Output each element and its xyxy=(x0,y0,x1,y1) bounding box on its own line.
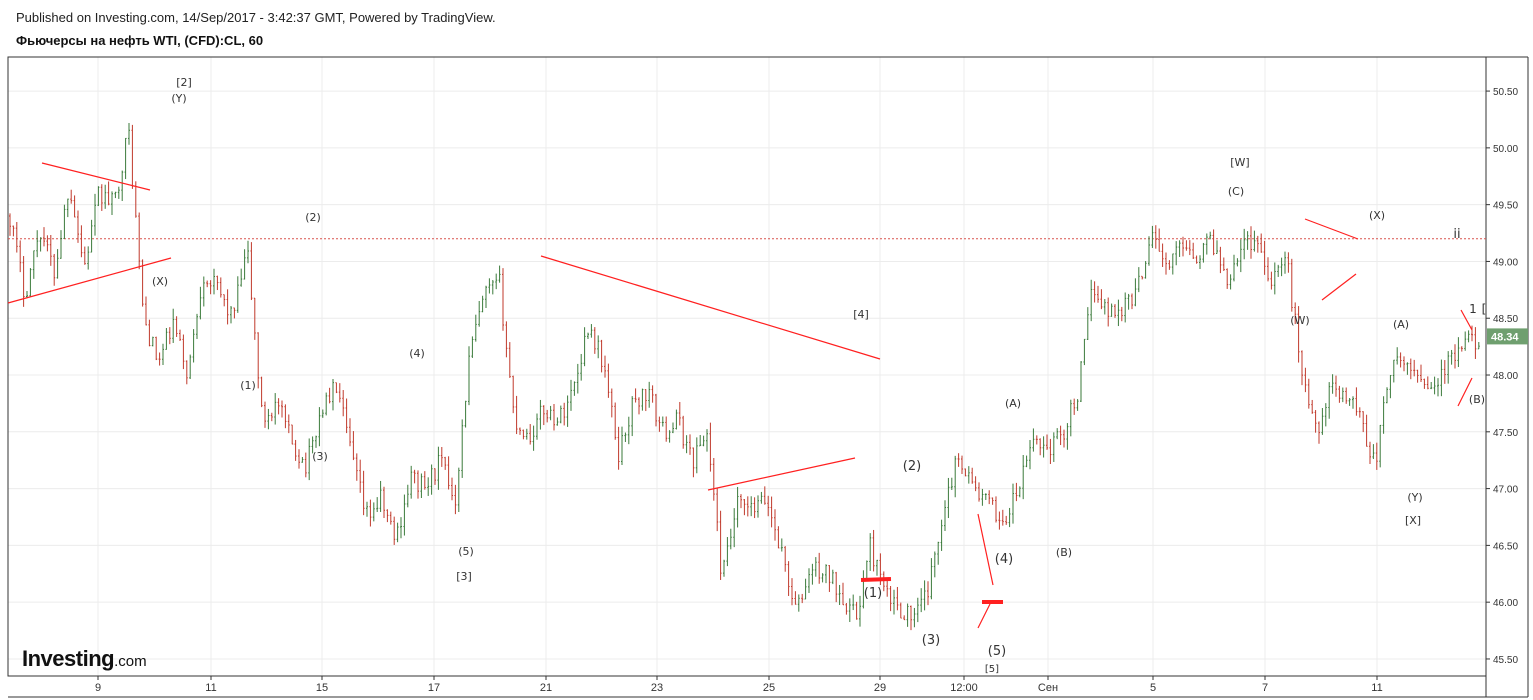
trendline xyxy=(1457,377,1473,407)
wave-label: (5) xyxy=(988,644,1006,659)
wave-label: [3] xyxy=(456,570,472,583)
wave-label: [5] xyxy=(985,664,999,675)
y-tick-label: 48.00 xyxy=(1493,371,1518,382)
x-tick-label: 29 xyxy=(874,682,886,694)
y-tick-label: 49.50 xyxy=(1493,201,1518,212)
wave-label: (B) xyxy=(1469,393,1485,406)
wave-label: (4) xyxy=(409,347,425,360)
logo-suffix-text: .com xyxy=(114,653,147,670)
wave-label: (3) xyxy=(922,633,940,648)
wave-label: (2) xyxy=(305,211,321,224)
y-tick-label: 48.50 xyxy=(1493,314,1518,325)
x-tick-label: 11 xyxy=(1371,682,1382,694)
y-tick-label: 46.00 xyxy=(1493,598,1518,609)
trendline xyxy=(1321,273,1357,301)
trendline xyxy=(707,457,856,491)
x-tick-label: 17 xyxy=(428,682,440,694)
trendline xyxy=(7,257,172,304)
wave-label: [2] xyxy=(176,76,192,89)
x-tick-label: 5 xyxy=(1150,682,1156,694)
wave-label: (Y) xyxy=(1407,491,1422,504)
wave-label: [ xyxy=(1482,302,1487,316)
wave-label: [W] xyxy=(1230,156,1249,169)
y-tick-label: 50.00 xyxy=(1493,144,1518,155)
plot-frame xyxy=(7,56,1487,677)
x-tick-label: 23 xyxy=(651,682,663,694)
wave-labels: [2] (Y) (X) (1) (2) (3) (4) (5) [3] [4] (1) (2) (3) (… xyxy=(152,76,1486,675)
trendline xyxy=(540,255,881,360)
wave-label: (X) xyxy=(152,275,168,288)
trendline xyxy=(977,603,991,629)
wave-label: 1 xyxy=(1469,302,1477,316)
x-tick-label: 7 xyxy=(1262,682,1268,694)
annotation-lines xyxy=(7,162,1473,629)
wave-label: [X] xyxy=(1405,514,1421,527)
logo-main-text: Investing xyxy=(22,646,115,671)
x-tick-label: 12:00 xyxy=(950,682,978,694)
chart-symbol-title: Фьючерсы на нефть WTI, (CFD):CL, 60 xyxy=(16,33,264,48)
y-tick-label: 45.50 xyxy=(1493,655,1518,666)
x-tick-label: 25 xyxy=(763,682,775,694)
y-tick-label: 49.00 xyxy=(1493,257,1518,268)
wave-label: (3) xyxy=(312,450,328,463)
candles xyxy=(9,122,1480,631)
investing-logo: Investing.com xyxy=(22,646,147,672)
wave-label: (X) xyxy=(1369,209,1385,222)
x-tick-label: Сен xyxy=(1038,682,1058,694)
y-tick-label: 47.00 xyxy=(1493,485,1518,496)
wave-label: (A) xyxy=(1393,318,1409,331)
x-tick-label: 11 xyxy=(205,682,216,694)
wave-label: (1) xyxy=(240,379,256,392)
y-tick-label: 50.50 xyxy=(1493,87,1518,98)
x-tick-label: 15 xyxy=(316,682,328,694)
wave-label: (Y) xyxy=(171,92,186,105)
support-mark xyxy=(860,577,892,582)
wave-label: (W) xyxy=(1290,314,1309,327)
y-tick-label: 47.50 xyxy=(1493,428,1518,439)
wave-label: ii xyxy=(1453,227,1460,242)
trendline xyxy=(1304,218,1359,240)
y-tick-label: 46.50 xyxy=(1493,541,1518,552)
wave-label: (2) xyxy=(903,459,921,474)
x-tick-label: 9 xyxy=(95,682,101,694)
wave-label: [4] xyxy=(853,308,869,321)
wave-label: (4) xyxy=(995,552,1013,567)
published-caption: Published on Investing.com, 14/Sep/2017 … xyxy=(16,10,496,25)
last-price-label: 48.34 xyxy=(1491,331,1519,343)
x-tick-label: 21 xyxy=(540,682,552,694)
wave-label: (1) xyxy=(864,586,882,601)
trendline xyxy=(41,162,151,191)
trendline xyxy=(1460,309,1473,331)
last-price-badge xyxy=(1487,328,1528,345)
grid-lines xyxy=(8,57,1486,676)
wave-label: (B) xyxy=(1056,546,1072,559)
wave-label: (5) xyxy=(458,545,474,558)
wave-label: (A) xyxy=(1005,397,1021,410)
trendline xyxy=(977,513,994,586)
wave-label: (C) xyxy=(1228,185,1244,198)
